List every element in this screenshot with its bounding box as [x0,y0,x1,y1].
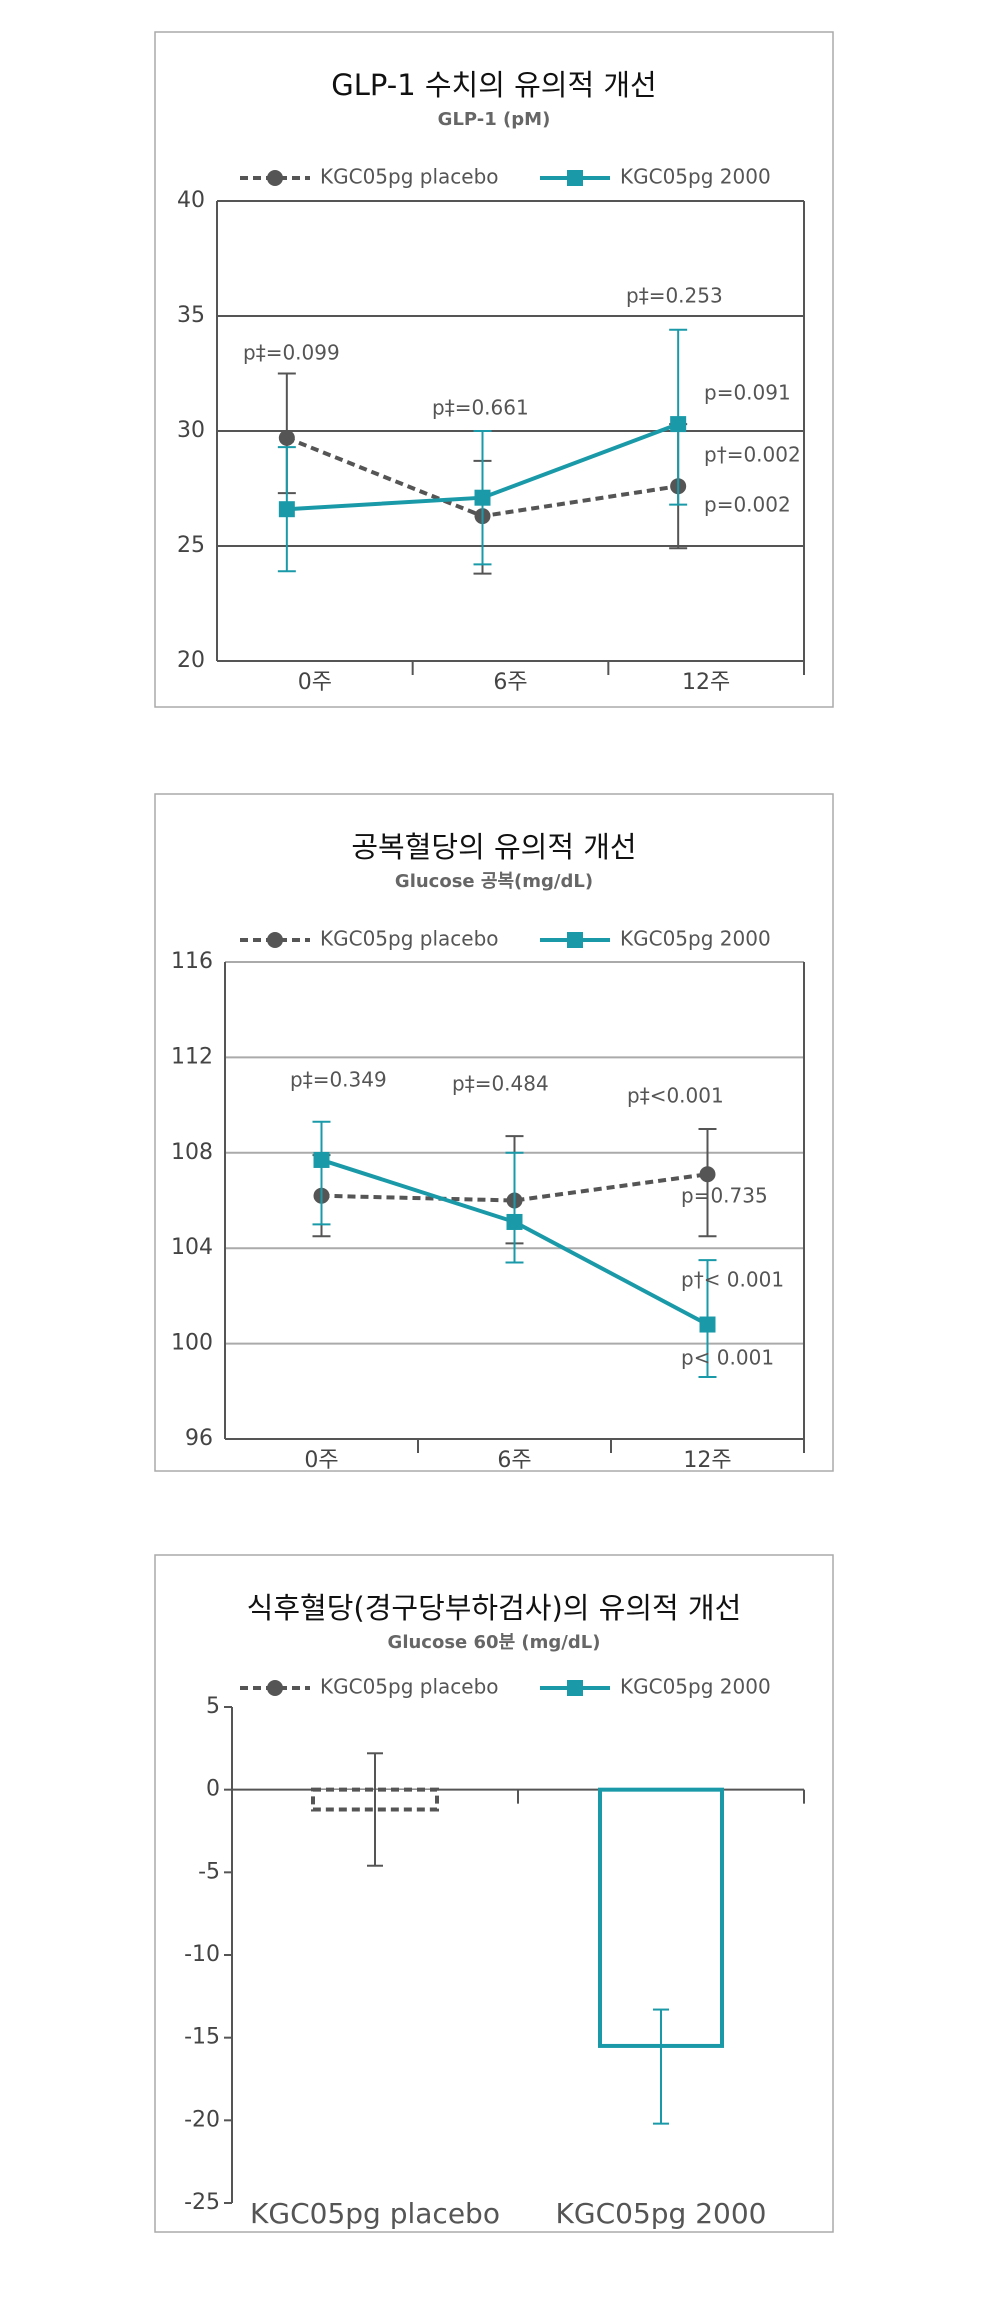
y-tick-label: 35 [177,303,205,328]
legend-marker [267,932,283,948]
annotation: p†=0.002 [704,443,801,467]
x-tick-label: 0주 [304,1448,338,1473]
y-tick-label: 116 [171,949,213,974]
y-tick-label: 20 [177,648,205,673]
y-tick-label: -5 [198,1859,220,1884]
annotation: p†< 0.001 [681,1268,784,1292]
x-tick-label: KGC05pg 2000 [556,2197,767,2230]
data-point [474,489,491,506]
legend-label: KGC05pg placebo [320,165,499,189]
chart-title: 식후혈당(경구당부하검사)의 유의적 개선 [247,1591,742,1625]
legend-marker [267,1680,283,1696]
annotation: p=0.735 [681,1184,768,1208]
y-tick-label: 0 [206,1777,220,1802]
data-point [699,1166,716,1183]
chart-subtitle: Glucose 60분 (mg/dL) [388,1632,601,1653]
annotation: p‡=0.484 [452,1072,549,1096]
chart-frame [154,31,834,708]
annotation: p‡=0.661 [432,396,529,420]
y-tick-label: 40 [177,188,205,213]
x-tick-label: 6주 [497,1448,531,1473]
legend-marker [567,1680,583,1696]
legend-label: KGC05pg placebo [320,1675,499,1699]
y-tick-label: -25 [184,2190,220,2215]
y-tick-label: -20 [184,2107,220,2132]
data-point [278,429,295,446]
annotation: p=0.091 [704,381,791,405]
y-tick-label: 112 [171,1044,213,1069]
data-point [313,1151,330,1168]
chart-title: GLP-1 수치의 유의적 개선 [331,68,657,102]
legend-marker [567,170,583,186]
y-tick-label: -10 [184,1942,220,1967]
y-tick-label: 30 [177,418,205,443]
y-tick-label: 104 [171,1235,213,1260]
annotation: p< 0.001 [681,1346,774,1370]
y-tick-label: -15 [184,2025,220,2050]
y-tick-label: 5 [206,1694,220,1719]
x-tick-label: 0주 [298,670,332,695]
legend-label: KGC05pg 2000 [620,927,771,951]
y-tick-label: 108 [171,1140,213,1165]
legend-marker [567,932,583,948]
legend-label: KGC05pg 2000 [620,1675,771,1699]
annotation: p‡=0.349 [290,1068,387,1092]
chart-frame [154,793,834,1472]
annotation: p=0.002 [704,493,791,517]
data-point [699,1316,716,1333]
data-point [506,1213,523,1230]
chart-title: 공복혈당의 유의적 개선 [351,830,636,864]
legend-label: KGC05pg 2000 [620,165,771,189]
legend-marker [267,170,283,186]
annotation: p‡=0.253 [626,284,723,308]
x-tick-label: 12주 [682,670,730,695]
x-tick-label: 12주 [683,1448,731,1473]
annotation: p‡<0.001 [627,1084,724,1108]
y-tick-label: 100 [171,1331,213,1356]
data-point [670,416,687,433]
data-point [278,501,295,518]
y-tick-label: 25 [177,533,205,558]
x-tick-label: 6주 [493,670,527,695]
chart-frame [154,1554,834,2233]
bar [598,1787,724,2048]
chart-subtitle: GLP-1 (pM) [438,109,551,130]
y-tick-label: 96 [185,1426,213,1451]
legend-label: KGC05pg placebo [320,927,499,951]
annotation: p‡=0.099 [243,341,340,365]
chart-subtitle: Glucose 공복(mg/dL) [395,871,593,892]
x-tick-label: KGC05pg placebo [250,2197,500,2230]
